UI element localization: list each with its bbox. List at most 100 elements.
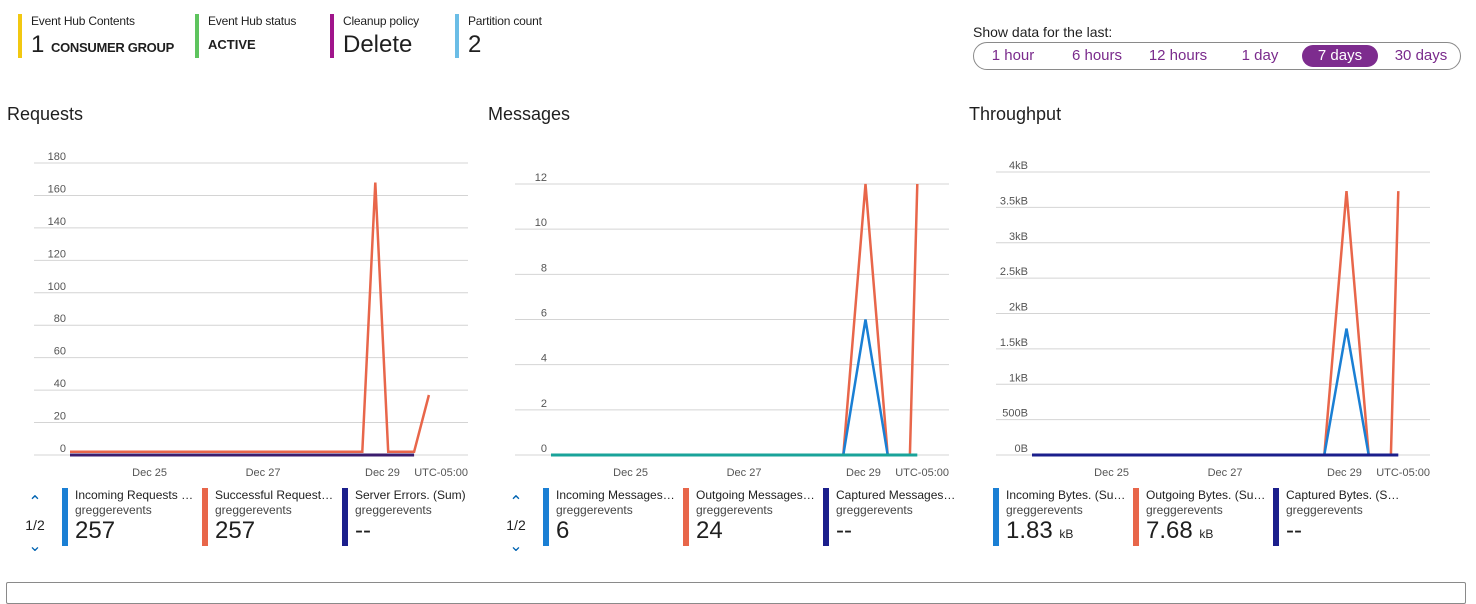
chevron-up-icon[interactable]: ⌃ — [28, 494, 42, 511]
legend-item-captured-bytes[interactable]: Captured Bytes. (Sum) greggerevents -- — [1273, 488, 1406, 546]
legend-resource: greggerevents — [1146, 503, 1223, 517]
x-tick-label: Dec 25 — [1094, 467, 1129, 479]
y-tick-label: 0 — [541, 443, 547, 455]
legend-item-successful-requests[interactable]: Successful Requests ... greggerevents 25… — [202, 488, 335, 546]
legend-value-number: 24 — [696, 517, 723, 544]
tile-label: Event Hub Contents — [31, 14, 135, 28]
pager-label: 1/2 — [506, 517, 526, 533]
legend-value: -- — [836, 517, 956, 545]
legend-item-incoming-messages[interactable]: Incoming Messages (Sum) greggerevents 6 — [543, 488, 676, 546]
y-tick-label: 1kB — [1009, 372, 1028, 384]
time-range-1-day[interactable]: 1 day — [1241, 47, 1279, 64]
legend-value: 6 — [556, 517, 676, 545]
legend-series-name: Captured Bytes. (Sum) — [1286, 488, 1406, 502]
x-tick-label: Dec 29 — [1327, 467, 1362, 479]
legend-series-name: Successful Requests ... — [215, 488, 335, 502]
time-range-6-hours[interactable]: 6 hours — [1071, 47, 1123, 64]
chart-title-requests: Requests — [7, 104, 84, 124]
legend-resource: greggerevents — [355, 503, 432, 517]
chart-title-messages: Messages — [488, 104, 571, 124]
y-tick-label: 60 — [54, 346, 66, 358]
chevron-up-icon[interactable]: ⌃ — [509, 494, 523, 511]
consumer-group-unit: CONSUMER GROUP — [51, 40, 174, 55]
time-range-pill-bar: 1 hour 6 hours 12 hours 1 day 7 days 30 … — [973, 42, 1461, 70]
timezone-label: UTC-05:00 — [414, 467, 468, 479]
messages-chart[interactable]: 0 2 4 6 8 10 12 Dec 25 Dec 27 Dec 29 UTC-05:00 — [481, 150, 951, 485]
legend-item-incoming-bytes[interactable]: Incoming Bytes. (Sum) greggerevents 1.83… — [993, 488, 1126, 546]
legend-resource: greggerevents — [1286, 503, 1363, 517]
legend-value-number: 7.68 — [1146, 517, 1193, 544]
y-tick-label: 100 — [48, 281, 66, 293]
legend-series-name: Outgoing Bytes. (Sum) — [1146, 488, 1266, 502]
tile-label: Event Hub status — [208, 14, 297, 28]
x-tick-label: Dec 27 — [727, 467, 762, 479]
x-tick-label: Dec 27 — [246, 467, 281, 479]
requests-legend-pager: ⌃ 1/2 ⌄ — [23, 494, 47, 556]
y-tick-label: 1.5kB — [1000, 337, 1028, 349]
y-tick-label: 20 — [54, 411, 66, 423]
time-range-1-hour[interactable]: 1 hour — [991, 47, 1035, 64]
legend-value: 257 — [75, 517, 195, 545]
y-tick-label: 0 — [60, 443, 66, 455]
next-section-panel — [6, 582, 1466, 604]
tile-label: Cleanup policy — [343, 14, 419, 28]
chevron-down-icon[interactable]: ⌄ — [28, 538, 42, 555]
time-range-30-days[interactable]: 30 days — [1394, 47, 1448, 64]
series-line-incoming-bytes — [1323, 328, 1370, 456]
legend-item-incoming-requests[interactable]: Incoming Requests (Sum) greggerevents 25… — [62, 488, 195, 546]
y-tick-label: 10 — [535, 217, 547, 229]
time-range-label: Show data for the last: — [973, 24, 1113, 40]
legend-resource: greggerevents — [75, 503, 152, 517]
tile-value: 1 CONSUMER GROUP — [31, 30, 174, 63]
legend-item-outgoing-bytes[interactable]: Outgoing Bytes. (Sum) greggerevents 7.68… — [1133, 488, 1266, 546]
chart-title-throughput: Throughput — [969, 104, 1062, 124]
tile-event-hub-status: Event Hub status ACTIVE — [195, 14, 296, 58]
x-tick-label: Dec 27 — [1208, 467, 1243, 479]
cleanup-policy-value: Delete — [343, 31, 413, 58]
legend-resource: greggerevents — [696, 503, 773, 517]
legend-item-server-errors[interactable]: Server Errors. (Sum) greggerevents -- — [342, 488, 475, 546]
partition-count-value: 2 — [468, 31, 482, 58]
legend-value-number: 257 — [215, 517, 256, 544]
legend-series-name: Outgoing Messages (Sum) — [696, 488, 816, 502]
legend-value-number: 6 — [556, 517, 570, 544]
legend-value: -- — [1286, 517, 1406, 545]
consumer-group-count: 1 — [31, 31, 45, 58]
throughput-chart[interactable]: 0B 500B 1kB 1.5kB 2kB 2.5kB 3kB 3.5kB 4kB Dec 25 D… — [962, 150, 1432, 485]
y-tick-label: 180 — [48, 151, 66, 163]
timezone-label: UTC-05:00 — [895, 467, 949, 479]
status-value: ACTIVE — [208, 37, 256, 52]
legend-value-number: 257 — [75, 517, 116, 544]
y-tick-label: 2kB — [1009, 302, 1028, 314]
time-range-7-days[interactable]: 7 days — [1302, 45, 1378, 67]
tile-partition-count: Partition count 2 — [455, 14, 542, 58]
y-tick-label: 3.5kB — [1000, 195, 1028, 207]
x-tick-label: Dec 29 — [365, 467, 400, 479]
legend-series-name: Incoming Requests (Sum) — [75, 488, 195, 502]
legend-value: -- — [355, 517, 475, 545]
y-tick-label: 140 — [48, 216, 66, 228]
legend-value: 257 — [215, 517, 335, 545]
x-tick-label: Dec 25 — [613, 467, 648, 479]
chevron-down-icon[interactable]: ⌄ — [509, 538, 523, 555]
tile-cleanup-policy: Cleanup policy Delete — [330, 14, 419, 58]
legend-value: 24 — [696, 517, 816, 545]
y-tick-label: 4 — [541, 353, 547, 365]
legend-item-outgoing-messages[interactable]: Outgoing Messages (Sum) greggerevents 24 — [683, 488, 816, 546]
x-tick-label: Dec 25 — [132, 467, 167, 479]
legend-value: 7.68 kB — [1146, 517, 1266, 548]
legend-value: 1.83 kB — [1006, 517, 1126, 548]
timezone-label: UTC-05:00 — [1376, 467, 1430, 479]
x-tick-label: Dec 29 — [846, 467, 881, 479]
requests-chart[interactable]: 0 20 40 60 80 100 120 140 160 180 Dec 25 Dec 27 Dec … — [0, 150, 470, 485]
legend-series-name: Incoming Bytes. (Sum) — [1006, 488, 1126, 502]
tile-event-hub-contents: Event Hub Contents 1 CONSUMER GROUP — [18, 14, 174, 58]
time-range-12-hours[interactable]: 12 hours — [1148, 47, 1208, 64]
legend-item-captured-messages[interactable]: Captured Messages. (... greggerevents -- — [823, 488, 956, 546]
y-tick-label: 40 — [54, 378, 66, 390]
messages-legend-pager: ⌃ 1/2 ⌄ — [504, 494, 528, 556]
y-tick-label: 8 — [541, 262, 547, 274]
series-line-incoming-messages — [842, 319, 889, 456]
legend-resource: greggerevents — [215, 503, 292, 517]
y-tick-label: 160 — [48, 183, 66, 195]
